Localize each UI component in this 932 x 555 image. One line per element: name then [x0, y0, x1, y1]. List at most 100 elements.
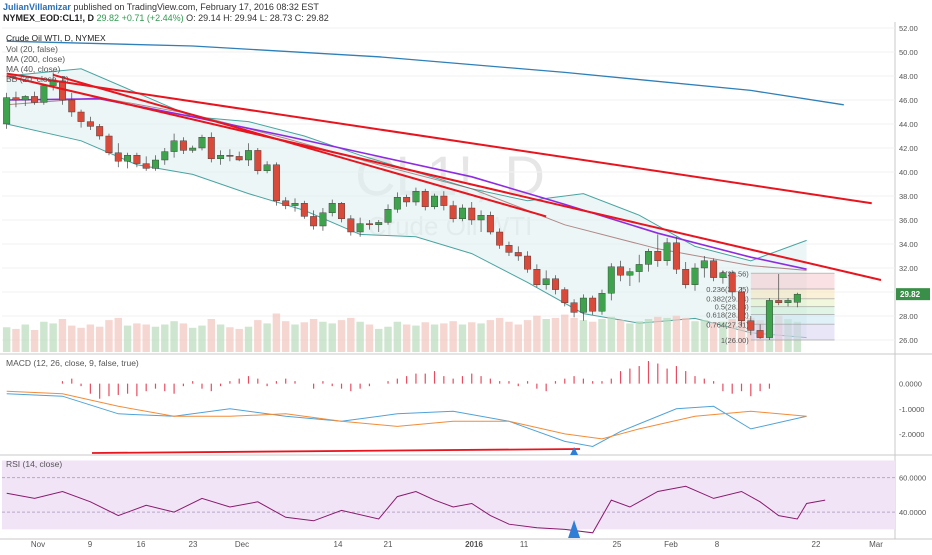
candle-body: [152, 159, 159, 169]
symbol-header: NYMEX_EOD:CL1!, D 29.82 +0.71 (+2.44%) O…: [3, 13, 329, 23]
candle-body: [784, 300, 792, 303]
candle-body: [254, 150, 262, 171]
volume-bar: [579, 320, 588, 352]
x-tick-label: Feb: [664, 540, 678, 549]
candle-body: [747, 320, 755, 331]
publish-info: published on TradingView.com, February 1…: [73, 2, 319, 12]
candle-body: [552, 278, 559, 290]
macd-label[interactable]: MACD (12, 26, close, 9, false, true): [6, 358, 139, 368]
author-link[interactable]: JulianVillamizar: [3, 2, 71, 12]
symbol-name[interactable]: NYMEX_EOD:CL1!, D: [3, 13, 95, 23]
candle-body: [756, 330, 764, 338]
volume-bar: [700, 320, 709, 352]
volume-bar: [2, 327, 11, 352]
fibonacci-zone: [750, 298, 835, 307]
price-tick-label: 50.00: [899, 48, 918, 57]
volume-bar: [226, 327, 234, 352]
legend-ma40[interactable]: MA (40, close): [6, 64, 61, 74]
volume-bar: [477, 323, 485, 352]
volume-bar: [30, 330, 39, 352]
volume-bar: [728, 319, 736, 352]
candle-body: [272, 164, 280, 202]
candle-body: [347, 218, 355, 233]
candle-body: [412, 190, 420, 203]
volume-bar: [12, 328, 20, 352]
candle-body: [663, 242, 671, 262]
legend-title[interactable]: Crude Oil WTI, D, NYMEX: [6, 33, 106, 43]
volume-bar: [495, 317, 504, 352]
x-tick-label: 11: [520, 540, 529, 549]
candle-body: [96, 126, 104, 137]
candle-body: [421, 190, 429, 207]
candle-body: [31, 96, 39, 103]
volume-bar: [486, 320, 495, 352]
candle-body: [793, 293, 801, 303]
volume-bar: [347, 317, 355, 352]
candle-body: [514, 252, 522, 257]
candle-body: [300, 202, 308, 217]
x-tick-label: 16: [137, 540, 146, 549]
volume-bar: [216, 324, 225, 352]
volume-bar: [635, 321, 643, 352]
volume-bar: [188, 327, 197, 352]
volume-bar: [458, 324, 467, 352]
volume-bar: [207, 319, 216, 352]
candle-body: [700, 260, 708, 269]
trendline: [52, 73, 547, 218]
fibonacci-zone: [750, 306, 835, 315]
volume-bar: [616, 320, 625, 352]
candle-body: [3, 97, 11, 125]
candle-body: [133, 154, 141, 164]
volume-bar: [523, 320, 532, 352]
volume-bar: [468, 322, 476, 352]
volume-bar: [533, 315, 541, 352]
volume-bar: [570, 317, 578, 352]
volume-bar: [86, 324, 95, 352]
candle-body: [217, 154, 225, 159]
macd-trendline: [91, 448, 581, 454]
volume-bar: [421, 322, 429, 352]
legend-bb[interactable]: BB (20, close, 2): [6, 74, 69, 84]
volume-bar: [626, 323, 634, 352]
candle-body: [142, 163, 150, 169]
volume-bar: [709, 322, 718, 352]
candle-body: [40, 85, 48, 103]
candle-body: [458, 207, 466, 220]
x-tick-label: 21: [384, 540, 393, 549]
macd-signal-line: [6, 390, 807, 440]
volume-bar: [561, 314, 569, 352]
candle-body: [375, 222, 383, 225]
candle-body: [384, 208, 392, 223]
candle-body: [589, 297, 597, 312]
volume-bar: [337, 320, 346, 352]
candle-body: [365, 223, 373, 226]
volume-bar: [58, 319, 67, 352]
candle-body: [468, 207, 476, 221]
candle-body: [319, 212, 327, 227]
volume-bar: [681, 317, 690, 352]
legend-vol[interactable]: Vol (20, false): [6, 44, 58, 54]
candle-body: [738, 291, 745, 321]
candle-body: [124, 154, 132, 162]
candle-body: [682, 269, 690, 286]
rsi-label[interactable]: RSI (14, close): [6, 459, 63, 469]
price-tick-label: 34.00: [899, 240, 918, 249]
candle-body: [21, 96, 29, 101]
volume-bar: [235, 328, 243, 352]
volume-bar: [440, 323, 448, 352]
volume-bar: [430, 324, 439, 352]
candle-body: [393, 196, 401, 210]
fibonacci-level-label: 0.382(29.44): [706, 295, 749, 304]
last-price-tag: [896, 288, 930, 301]
macd-line: [6, 393, 807, 448]
volume-bar: [114, 317, 122, 352]
legend-ma200[interactable]: MA (200, close): [6, 54, 66, 64]
fibonacci-zone: [750, 289, 835, 299]
fibonacci-zone: [750, 314, 835, 325]
volume-bar: [254, 320, 262, 352]
x-tick-label: Dec: [235, 540, 249, 549]
candle-body: [477, 214, 485, 221]
x-tick-label: 8: [715, 540, 720, 549]
